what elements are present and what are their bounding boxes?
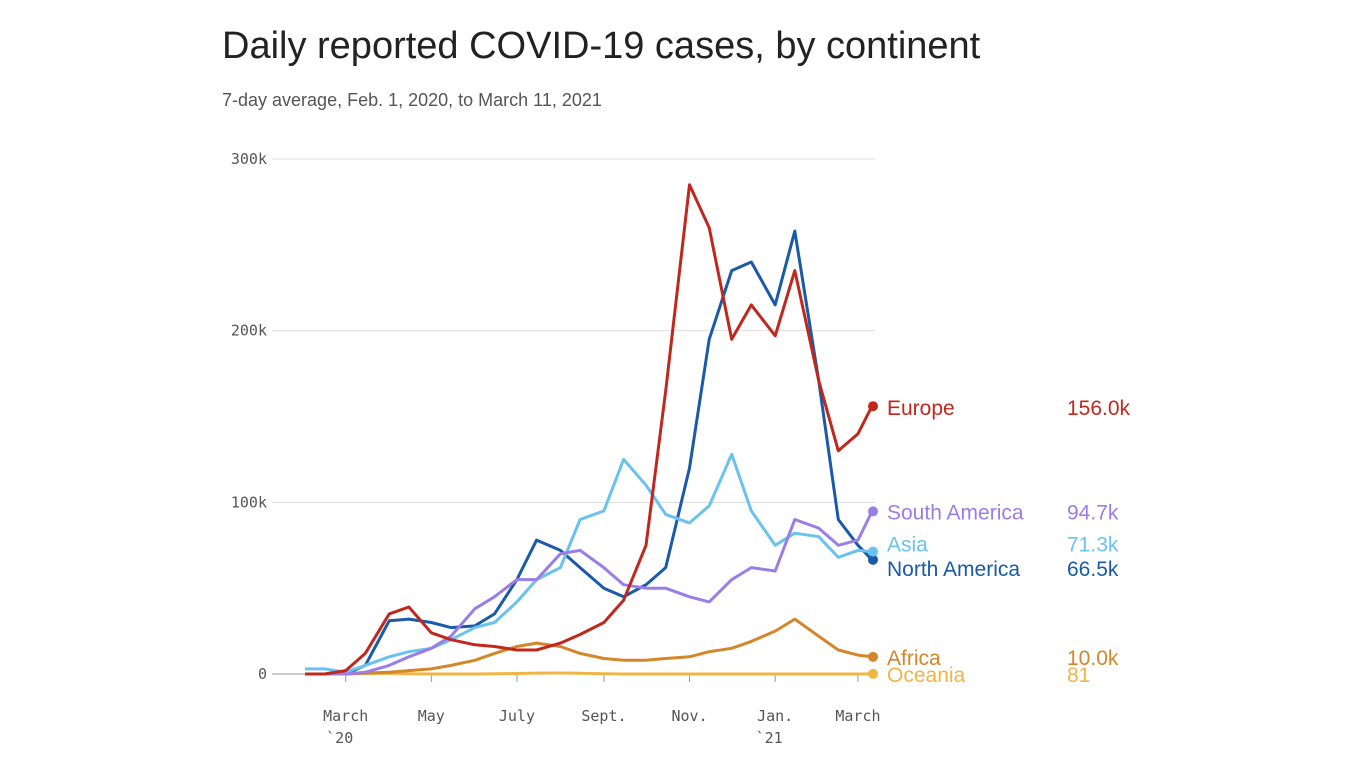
legend-label: Oceania	[887, 664, 966, 687]
legend-label: Africa	[887, 647, 941, 670]
end-value-label: 10.0k	[1067, 647, 1119, 670]
x-tick-label: March	[323, 707, 368, 725]
series-line	[305, 671, 873, 676]
y-tick-label: 0	[258, 665, 267, 683]
series-line	[305, 510, 874, 676]
end-dot	[868, 401, 878, 412]
end-value-label: 71.3k	[1067, 534, 1119, 557]
y-tick-label: 100k	[231, 493, 267, 511]
end-value-label: 156.0k	[1067, 397, 1131, 420]
legend-label: South America	[887, 501, 1024, 524]
x-tick-label: Sept.	[581, 707, 626, 725]
y-tick-label: 300k	[231, 150, 267, 168]
chart-subtitle: 7-day average, Feb. 1, 2020, to March 11…	[222, 90, 602, 110]
end-dot	[868, 668, 878, 679]
x-tick-sublabel: `20	[326, 729, 353, 747]
end-dot	[868, 651, 878, 662]
legend-label: North America	[887, 558, 1020, 581]
x-tick-sublabel: `21	[756, 729, 783, 747]
series-line	[305, 229, 874, 676]
end-dot	[868, 506, 878, 517]
legend-label: Asia	[887, 534, 928, 557]
end-value-label: 94.7k	[1067, 501, 1119, 524]
series-line	[305, 183, 874, 676]
end-dot	[868, 554, 878, 565]
legend-label: Europe	[887, 397, 955, 420]
end-value-label: 66.5k	[1067, 558, 1119, 581]
chart-title: Daily reported COVID-19 cases, by contin…	[222, 25, 981, 67]
x-tick-label: Nov.	[671, 707, 707, 725]
x-tick-label: July	[499, 707, 535, 725]
end-dot	[868, 546, 878, 557]
x-tick-label: May	[418, 707, 445, 725]
x-tick-label: March	[835, 707, 880, 725]
end-value-label: 81	[1067, 664, 1090, 687]
series-line	[305, 617, 873, 676]
y-tick-label: 200k	[231, 322, 267, 340]
x-tick-label: Jan.	[757, 707, 793, 725]
series-line	[305, 452, 873, 674]
